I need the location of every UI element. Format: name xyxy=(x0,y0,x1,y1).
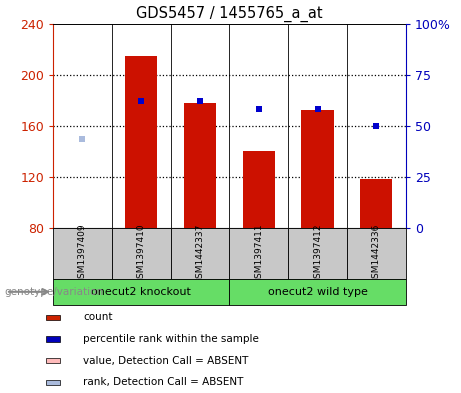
Bar xyxy=(46,358,60,363)
Text: rank, Detection Call = ABSENT: rank, Detection Call = ABSENT xyxy=(83,377,243,387)
Text: value, Detection Call = ABSENT: value, Detection Call = ABSENT xyxy=(83,356,248,365)
Text: GSM1397409: GSM1397409 xyxy=(78,223,87,284)
Bar xyxy=(46,336,60,342)
Text: GSM1442337: GSM1442337 xyxy=(195,223,205,284)
Text: genotype/variation: genotype/variation xyxy=(5,287,104,297)
Bar xyxy=(360,179,392,228)
Text: GSM1397410: GSM1397410 xyxy=(136,223,146,284)
Bar xyxy=(53,228,112,279)
Bar xyxy=(229,228,288,279)
Bar xyxy=(46,380,60,385)
Bar xyxy=(171,228,230,279)
Bar xyxy=(229,279,406,305)
Bar xyxy=(301,110,334,228)
Text: onecut2 knockout: onecut2 knockout xyxy=(91,287,191,297)
Bar xyxy=(125,55,157,228)
Bar xyxy=(242,151,275,228)
Bar xyxy=(53,279,230,305)
Text: GSM1397412: GSM1397412 xyxy=(313,223,322,284)
Bar xyxy=(347,228,406,279)
Text: percentile rank within the sample: percentile rank within the sample xyxy=(83,334,259,344)
Bar xyxy=(184,103,216,228)
Text: GSM1442336: GSM1442336 xyxy=(372,223,381,284)
Text: GSM1397411: GSM1397411 xyxy=(254,223,263,284)
Bar xyxy=(46,315,60,320)
Bar xyxy=(112,228,171,279)
Text: onecut2 wild type: onecut2 wild type xyxy=(267,287,367,297)
Title: GDS5457 / 1455765_a_at: GDS5457 / 1455765_a_at xyxy=(136,6,323,22)
Text: count: count xyxy=(83,312,112,322)
Bar xyxy=(288,228,347,279)
